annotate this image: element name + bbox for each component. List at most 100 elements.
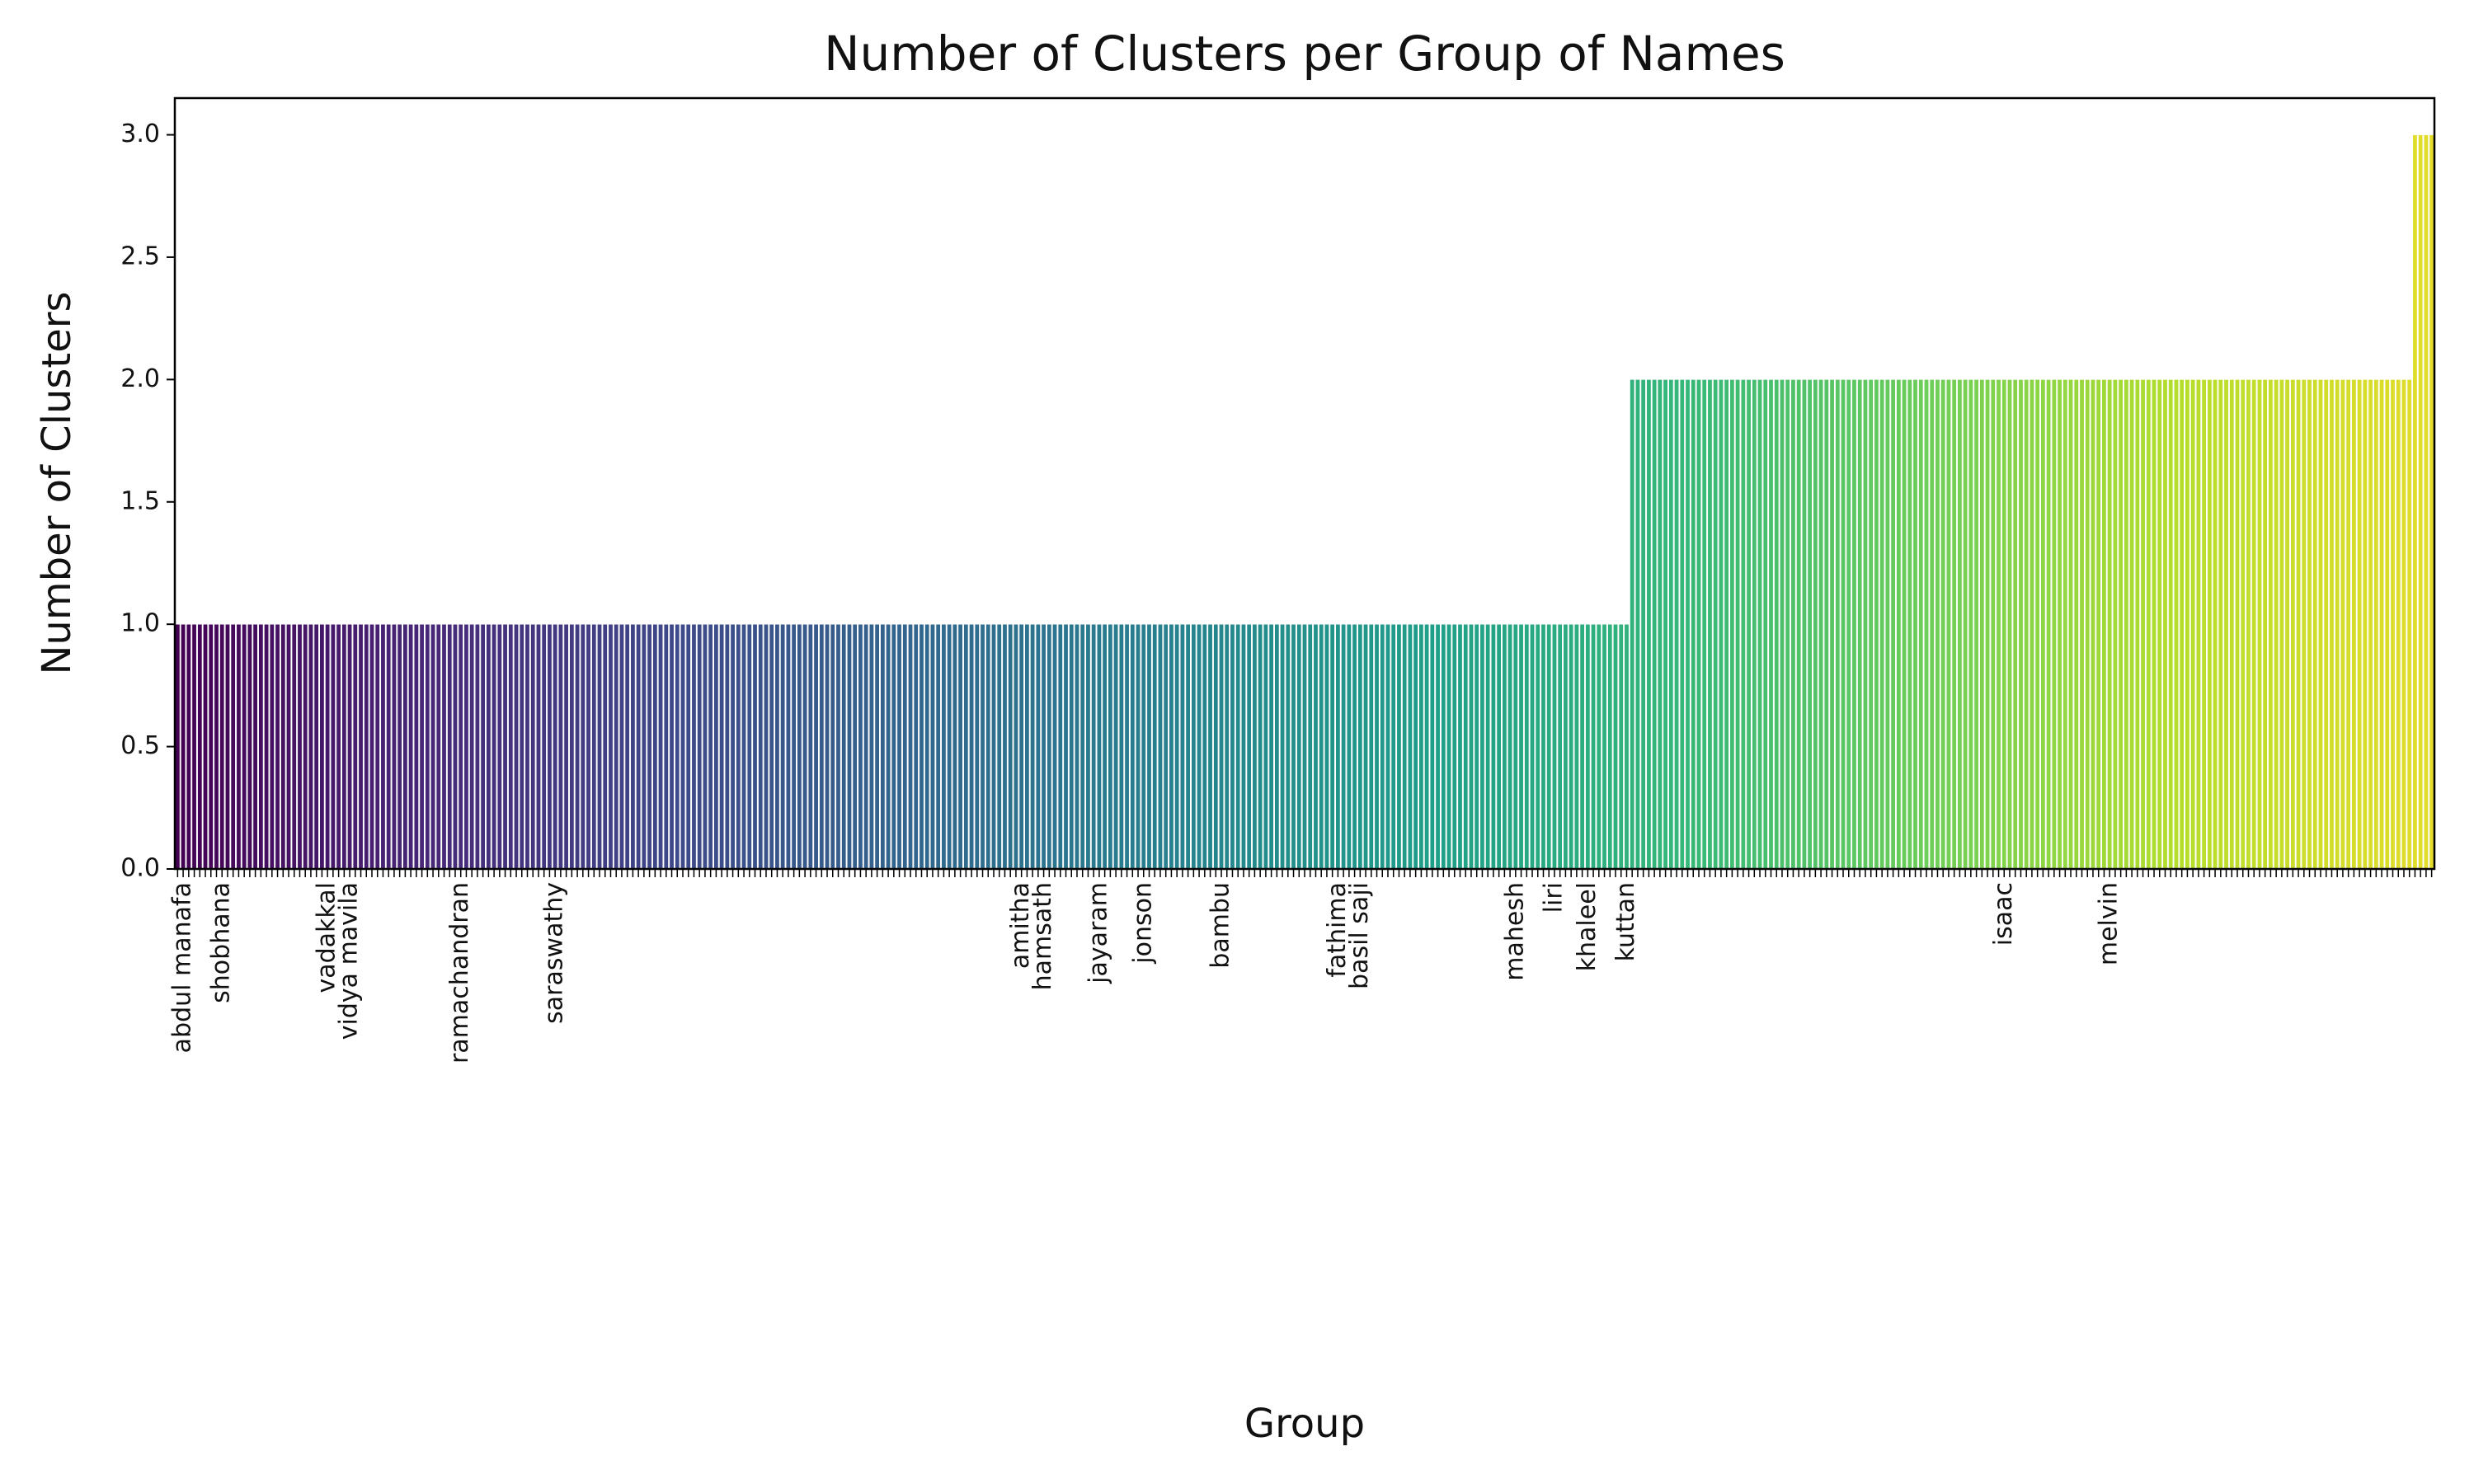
bar [275,623,280,870]
bar [780,623,786,870]
x-tick-label: isaac [1989,882,2018,946]
bar [2118,379,2124,870]
bar [830,623,835,870]
bar [1757,379,1763,870]
bar [1096,623,1102,870]
bar [941,623,947,870]
bar [1796,379,1802,870]
bar [736,623,741,870]
bar [2335,379,2340,870]
bar [1652,379,1658,870]
bar [1968,379,1973,870]
bar [1002,623,1008,870]
bar [1752,379,1757,870]
bar [702,623,708,870]
bar [2251,379,2257,870]
x-tick-label: vidya mavila [335,882,364,1040]
bar [2351,379,2357,870]
bar [1113,623,1119,870]
bar [1163,623,1169,870]
bar [2379,379,2385,870]
bar [985,623,991,870]
bar [1230,623,1235,870]
bar [1507,623,1513,870]
bar [2301,379,2307,870]
bar [1963,379,1968,870]
bar [908,623,914,870]
bar [2235,379,2241,870]
bar [1518,623,1524,870]
x-tick-label: basil saji [1345,882,1374,989]
bar [430,623,436,870]
bar [1691,379,1696,870]
bar [2290,379,2296,870]
bar [947,623,952,870]
bar [1646,379,1652,870]
bar [1108,623,1113,870]
bar [269,623,275,870]
bar [1174,623,1180,870]
bar [1823,379,1829,870]
bar [1935,379,1940,870]
bar [641,623,647,870]
bar [2312,379,2318,870]
bar [1324,623,1329,870]
bar [963,623,969,870]
bar [813,623,819,870]
bar [563,623,569,870]
bar [1718,379,1724,870]
chart-title: Number of Clusters per Group of Names [824,26,1785,82]
bar [386,623,392,870]
x-tick-label: kuttan [1611,882,1640,961]
bar [841,623,847,870]
bar [1929,379,1935,870]
bar [1219,623,1225,870]
bar [2068,379,2074,870]
bar [197,623,203,870]
bar [1368,623,1374,870]
bar [1579,623,1585,870]
bar [763,623,769,870]
bar [1197,623,1202,870]
bar [1551,623,1557,870]
bar [1696,379,1701,870]
bar [2140,379,2146,870]
bar [1357,623,1363,870]
bar [203,623,209,870]
bar [2179,379,2185,870]
y-tick-label: 2.5 [120,242,160,270]
bar [1263,623,1268,870]
bar [1468,623,1474,870]
bar [1074,623,1079,870]
bar [1585,623,1591,870]
bar [1634,379,1640,870]
bar [530,623,536,870]
bar [886,623,891,870]
bar [1346,623,1352,870]
bar [2279,379,2284,870]
bar [2152,379,2157,870]
bar [752,623,758,870]
bar [2018,379,2024,870]
bar [408,623,414,870]
bar [1907,379,1912,870]
bar [1335,623,1341,870]
bar [791,623,797,870]
bar [1596,623,1602,870]
bar [1785,379,1790,870]
bar [1945,379,1951,870]
bar [602,623,608,870]
bar [896,623,902,870]
bar [1363,623,1369,870]
bar [469,623,475,870]
bar [325,623,331,870]
bar [608,623,614,870]
bar [452,623,458,870]
bar [2001,379,2007,870]
bar [1740,379,1746,870]
bar [758,623,764,870]
bar [313,623,319,870]
bar [1169,623,1174,870]
bar [341,623,347,870]
bar [1313,623,1319,870]
